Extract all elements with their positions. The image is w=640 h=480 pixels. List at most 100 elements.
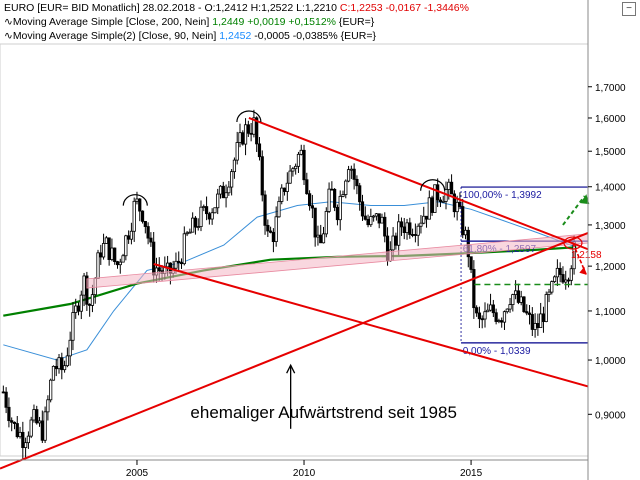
sma90-unit: {EUR=} [337, 30, 376, 42]
candle [232, 157, 237, 179]
candle-body [62, 365, 67, 371]
candle [277, 196, 281, 218]
candle [324, 207, 328, 238]
candle-body [115, 261, 120, 266]
candle-body [358, 185, 362, 203]
candle-body [469, 256, 473, 270]
close-change: C:1,2253 -0,0167 -1,3446% [339, 2, 469, 14]
candle-body [346, 169, 351, 182]
candle [129, 222, 134, 245]
candle-body [366, 218, 370, 226]
candle-body [291, 168, 295, 172]
candle-body [40, 420, 44, 441]
y-tick-label: 1,6000 [595, 114, 626, 125]
candle [505, 308, 509, 314]
candle-body [561, 274, 565, 283]
candle-body [544, 294, 548, 322]
candle [238, 123, 242, 148]
candle [307, 190, 312, 211]
candle-body [472, 269, 476, 309]
candle-body [57, 357, 61, 370]
up-arrow-head [580, 194, 590, 205]
candle [271, 228, 275, 253]
peak-arc [420, 179, 446, 191]
candle [43, 406, 47, 443]
candle-body [514, 290, 518, 296]
candle-body [274, 216, 278, 243]
candle-body [174, 260, 178, 269]
candle-body [118, 261, 122, 266]
candle-body [502, 311, 507, 323]
candle-body [21, 431, 25, 448]
candle-body [202, 206, 206, 208]
candle-body [327, 188, 331, 212]
candle [99, 244, 103, 265]
minus-icon[interactable]: − [622, 2, 636, 16]
candle [363, 206, 367, 221]
candle [96, 249, 100, 279]
candle [282, 187, 287, 196]
trend-lines[interactable] [0, 117, 589, 470]
candle [480, 315, 484, 329]
candle [241, 130, 245, 146]
candle-body [249, 132, 253, 135]
candle [374, 212, 379, 221]
header-line-sma90: ∿Moving Average Simple(2) [Close, 90, Ne… [4, 30, 376, 43]
candle [544, 291, 548, 323]
candle [7, 397, 11, 428]
candle [408, 217, 412, 239]
candle-body [349, 168, 353, 171]
x-tick-label: 2015 [460, 468, 483, 479]
candle-body [241, 132, 245, 145]
candle-body [307, 193, 312, 207]
candle-body [408, 222, 412, 235]
candle-body [427, 197, 431, 220]
candle [561, 266, 565, 284]
candle [366, 214, 370, 228]
candle-body [152, 241, 156, 276]
candle-body [461, 206, 465, 236]
candle [564, 270, 568, 290]
candle-body [288, 170, 292, 184]
candle-body [35, 409, 39, 424]
candle-body [330, 188, 334, 191]
candle [18, 426, 22, 439]
candle-body [138, 198, 142, 212]
candle [302, 144, 306, 185]
candle [438, 197, 443, 208]
candle [552, 275, 557, 283]
candle-body [280, 187, 284, 202]
candle-body [207, 213, 211, 220]
candle-body [216, 193, 220, 209]
candle [1, 385, 5, 394]
candle [533, 313, 537, 338]
candle-body [533, 323, 537, 330]
candle-body [355, 178, 359, 187]
down-arrow-head [579, 266, 587, 275]
candle-body [43, 411, 47, 441]
trend-line [153, 263, 589, 388]
candle-body [483, 311, 487, 320]
candle [449, 174, 454, 195]
candle-body [132, 200, 136, 232]
candle-body [394, 235, 398, 246]
candle [416, 223, 420, 247]
candle [246, 120, 250, 137]
candle [65, 347, 69, 368]
candle-body [519, 296, 523, 303]
candle [525, 304, 529, 316]
candle [346, 165, 351, 183]
candle-body [313, 207, 317, 238]
candle [472, 260, 476, 319]
candle-body [488, 304, 493, 311]
candle [436, 178, 440, 207]
candle [527, 304, 532, 325]
candle [530, 307, 534, 337]
candle-body [277, 201, 281, 218]
candle [516, 283, 520, 305]
sma90-name: Moving Average Simple(2) [Close, 90, Nei… [12, 30, 220, 42]
candle-body [107, 237, 111, 260]
candle-body [539, 313, 543, 328]
candle [419, 215, 423, 234]
